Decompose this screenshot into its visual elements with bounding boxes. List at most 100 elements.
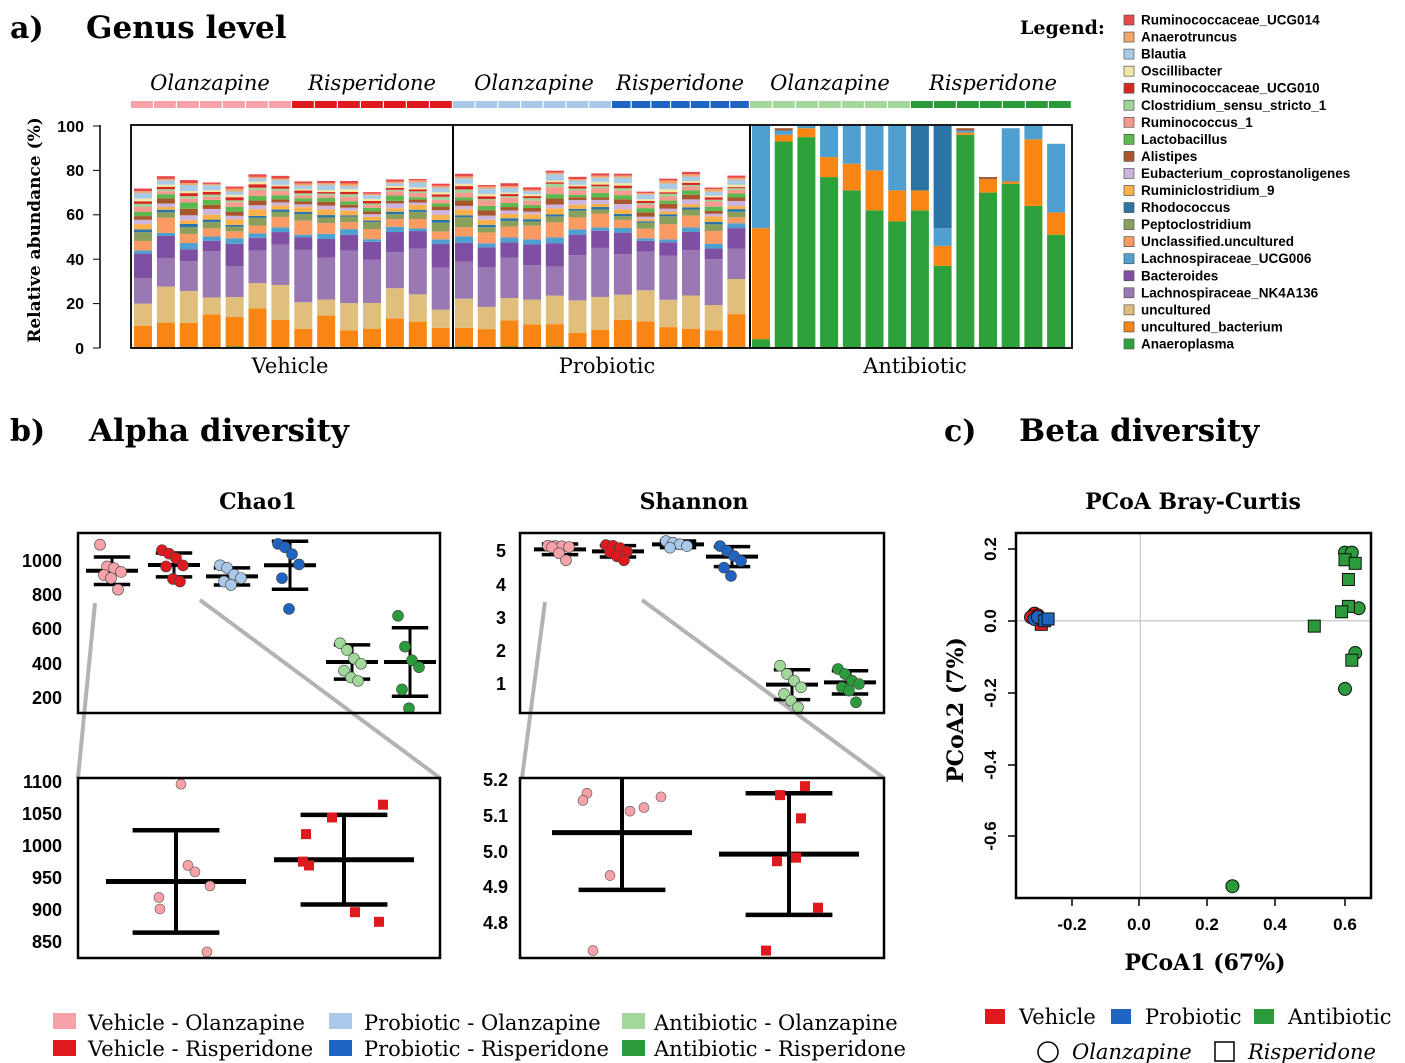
bar-segment: [340, 181, 359, 184]
strip-cell: [796, 101, 818, 108]
bar-segment: [317, 209, 336, 216]
legend-swatch-veh-ris: [53, 1040, 76, 1056]
bar-segment: [363, 195, 381, 199]
bar-segment: [568, 190, 587, 195]
bar-segment: [408, 197, 427, 200]
bar-segment: [659, 255, 678, 300]
bar-segment: [340, 183, 359, 187]
bar-segment: [179, 198, 198, 203]
shan-top-tick-3: 3: [496, 608, 506, 628]
bar-segment: [408, 179, 427, 181]
bar-segment: [568, 179, 587, 181]
bar-segment: [317, 190, 336, 193]
strip-cell: [407, 101, 429, 108]
bar-segment: [888, 126, 907, 191]
bar-segment: [636, 238, 655, 241]
pcoa-legend: Vehicle Probiotic Antibiotic Olanzapine …: [985, 1005, 1392, 1063]
sample-point: [283, 603, 295, 615]
bar-segment: [933, 245, 952, 266]
legend-label: Unclassified.uncultured: [1141, 234, 1294, 249]
pcoa-ytick-m0.4: -0.4: [981, 750, 1000, 780]
bar-segment: [727, 211, 746, 218]
bar-segment: [431, 267, 450, 310]
bar-segment: [636, 200, 655, 204]
bar-segment: [727, 175, 746, 178]
bar-segment: [591, 184, 610, 187]
bar-segment: [568, 204, 587, 209]
bar-segment: [431, 210, 450, 215]
bar-segment: [613, 232, 632, 255]
legend-label: Bacteroides: [1141, 268, 1218, 283]
bar-segment: [156, 322, 175, 348]
bar-segment: [294, 249, 313, 303]
bar-segment: [431, 214, 450, 220]
bar-segment: [727, 200, 746, 207]
bar-segment: [545, 216, 564, 223]
bar-segment: [317, 257, 336, 300]
bar-segment: [613, 216, 632, 220]
strip-cell: [980, 101, 1002, 108]
bar-segment: [523, 225, 542, 240]
pcoa-xtick-0.4: 0.4: [1263, 915, 1287, 934]
sample-point: [115, 566, 127, 578]
legend-swatch: [1123, 134, 1135, 145]
bar-segment: [294, 214, 313, 221]
bar-segment: [888, 221, 907, 348]
sample-color-strip: [131, 101, 1071, 108]
bar-segment: [317, 233, 336, 240]
bar-segment: [340, 207, 359, 211]
bar-segment: [752, 228, 770, 340]
bar-segment: [202, 190, 221, 192]
chao-zoom-tick-1100: 1100: [23, 772, 62, 792]
sample-point: [94, 538, 106, 551]
bar-segment: [636, 290, 655, 322]
bar-segment: [248, 237, 267, 251]
bar-segment: [271, 319, 290, 347]
sample-point: [182, 860, 194, 871]
bar-segment: [774, 141, 793, 348]
bar-segment: [431, 203, 450, 207]
bar-segment: [1024, 126, 1043, 140]
pcoa-xtick-0.0: 0.0: [1127, 915, 1151, 934]
bar-segment: [179, 196, 198, 199]
strip-cell: [543, 101, 566, 108]
sample-point: [560, 554, 572, 567]
bar-segment: [613, 188, 632, 191]
bar-segment: [179, 322, 198, 347]
sample-point: [396, 683, 408, 696]
bar-segment: [294, 195, 313, 199]
bar-segment: [385, 211, 404, 215]
bar-segment: [340, 215, 359, 217]
bar-segment: [477, 219, 496, 225]
bar-segment: [613, 177, 632, 184]
bar-segment: [248, 184, 267, 188]
bar-segment: [271, 244, 290, 285]
sample-point: [174, 575, 186, 588]
sample-point: [189, 866, 201, 878]
shannon-overview-frame: [518, 531, 886, 715]
bar-segment: [704, 201, 723, 207]
bar-segment: [636, 219, 655, 222]
bar-segment: [477, 185, 496, 187]
bar-segment: [317, 215, 336, 218]
shannon-zoom-plot: [552, 779, 859, 956]
chao-zoom-tick-1000: 1000: [22, 836, 62, 856]
bar-segment: [613, 209, 632, 214]
shannon-zoom-yticks: 5.2 5.1 5.0 4.9 4.8: [483, 770, 508, 933]
strip-cell: [651, 101, 670, 108]
bar-segment: [477, 232, 496, 244]
bar-segment: [317, 180, 336, 184]
bar-segment: [294, 207, 313, 212]
bar-segment: [591, 188, 610, 194]
strip-cell: [1026, 101, 1048, 108]
bar-segment: [682, 231, 700, 251]
bar-segment: [134, 232, 152, 241]
pcoa-legend-olanzapine: Olanzapine: [1072, 1040, 1192, 1063]
bar-segment: [636, 228, 655, 239]
bar-segment: [408, 228, 427, 232]
bar-segment: [727, 248, 746, 279]
bar-segment: [271, 195, 290, 200]
legend-swatch: [1123, 338, 1135, 350]
bar-segment: [385, 219, 404, 227]
bar-segment: [271, 216, 290, 228]
